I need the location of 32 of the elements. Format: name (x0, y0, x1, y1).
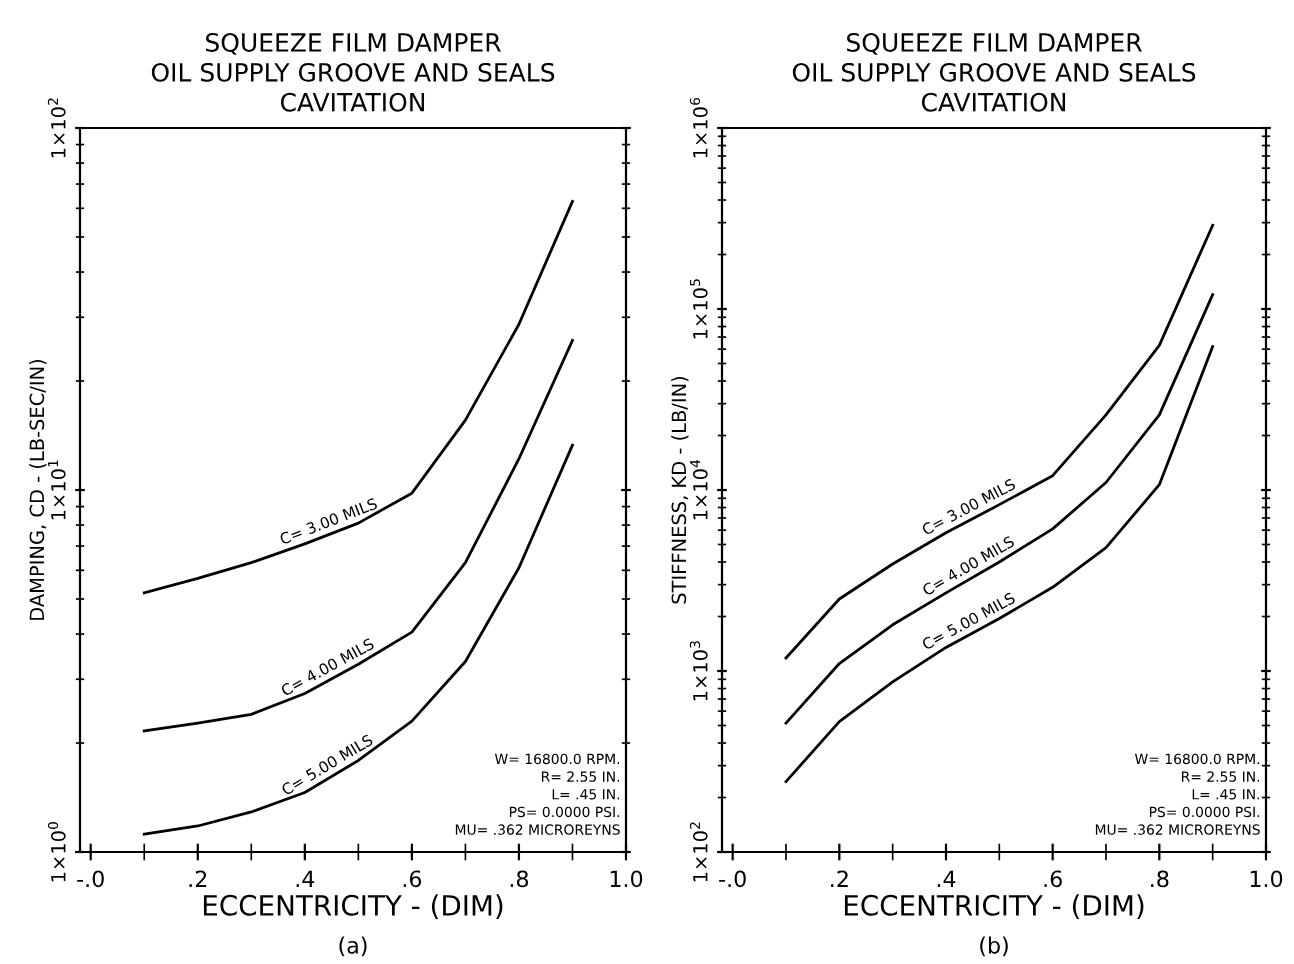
line-series (142, 200, 574, 595)
y-tick-label: 1×10$^{4}$ (690, 459, 708, 520)
x-tick-label: .6 (1044, 870, 1062, 888)
x-tick-label: -.0 (77, 870, 104, 888)
x-tick-label: .2 (189, 870, 207, 887)
x-tick-label: .4 (296, 870, 315, 887)
line-series (142, 339, 574, 733)
y-tick-label: 1×10$^{2}$ (47, 98, 66, 158)
line-series (784, 293, 1215, 725)
text: (b) (980, 936, 1008, 957)
y-axis-title: STIFFNESS, KD - (LB/IN) (671, 376, 689, 604)
x-tick-label: 1.0 (1250, 870, 1283, 888)
line-series (784, 223, 1215, 660)
y-tick-label: 1×10$^{5}$ (690, 279, 708, 339)
x-tick-label: 1.0 (610, 870, 643, 888)
x-tick-label: .2 (831, 870, 848, 887)
x-axis-title: ECCENTRICITY - (DIM) (203, 894, 503, 920)
y-tick-label: 1×10$^{6}$ (689, 98, 708, 158)
x-tick-label: .8 (1151, 870, 1169, 888)
y-tick-label: 1×10$^{2}$ (689, 822, 708, 882)
x-tick-label: .8 (510, 870, 529, 888)
x-tick-label: -.0 (719, 870, 746, 888)
y-tick-label: 1×10$^{1}$ (48, 460, 66, 520)
y-tick-label: 1×10$^{0}$ (47, 822, 66, 882)
chart-title: SQUEEZE FILM DAMPER OIL SUPPLY GROOVE AND SEALS CAVITATION (151, 32, 555, 112)
x-axis-title: ECCENTRICITY - (DIM) (844, 894, 1144, 920)
x-tick-label: .6 (403, 870, 422, 888)
y-tick-label: 1×10$^{3}$ (689, 641, 708, 701)
chart-title: SQUEEZE FILM DAMPER OIL SUPPLY GROOVE AND SEALS CAVITATION (792, 32, 1196, 112)
text: (a) (339, 936, 367, 957)
x-tick-label: .4 (937, 870, 956, 887)
y-axis-title: DAMPING, CD - (LB-SEC/IN) (29, 359, 47, 620)
